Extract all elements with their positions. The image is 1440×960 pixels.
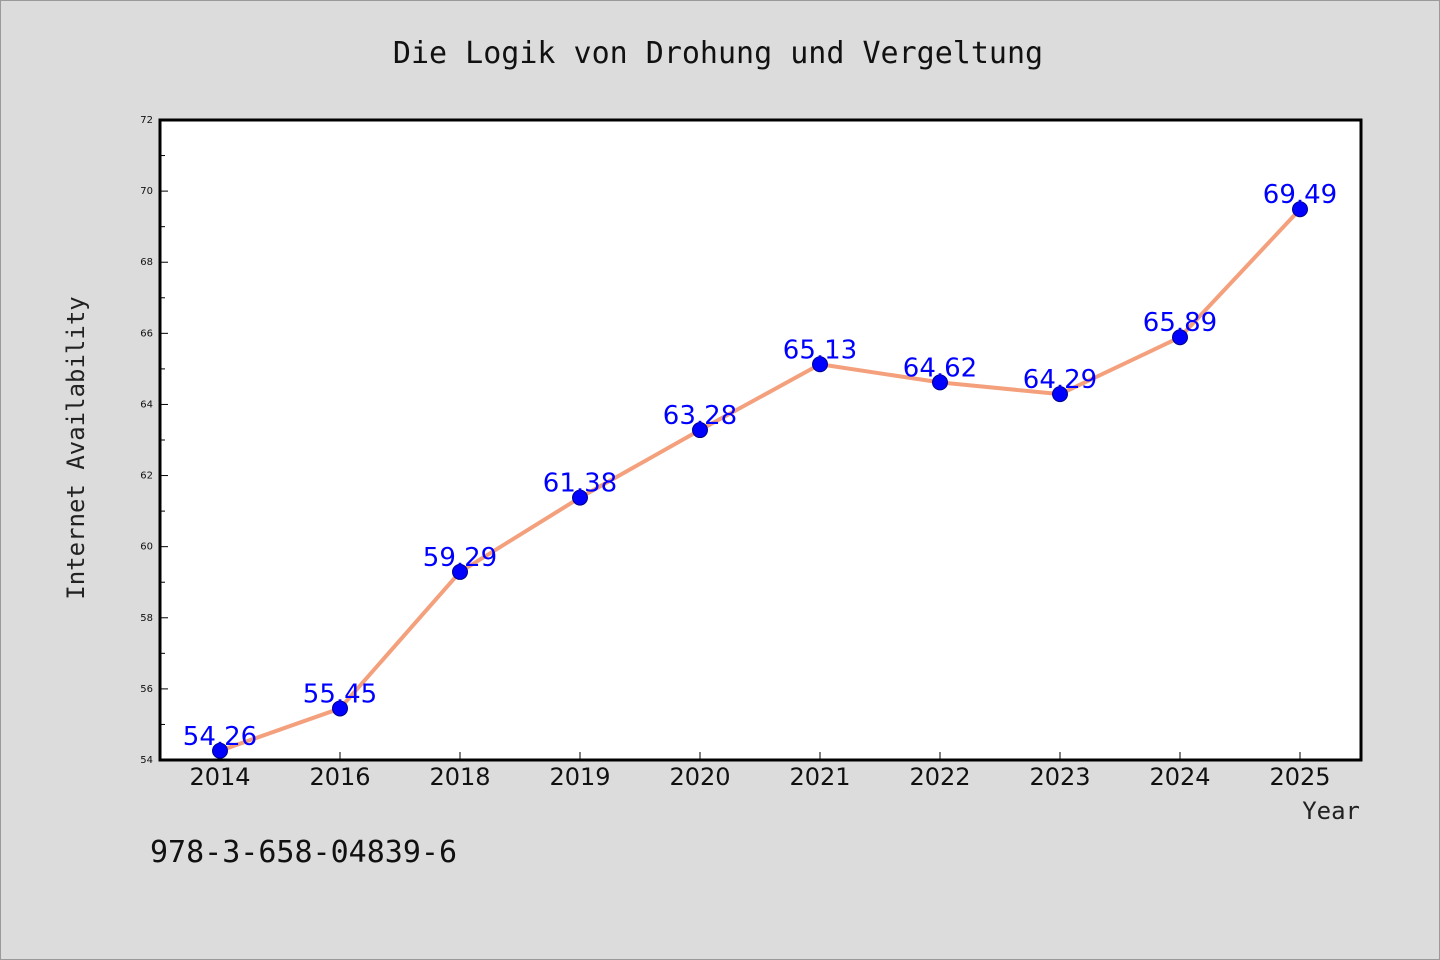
x-tick-label: 2014 xyxy=(189,763,250,791)
isbn-text: 978-3-658-04839-6 xyxy=(150,835,458,870)
x-tick-label: 2018 xyxy=(429,763,490,791)
plot-area xyxy=(158,118,1363,762)
data-label: 65.89 xyxy=(1143,308,1217,338)
y-axis-label: Internet Availability xyxy=(62,296,90,599)
x-tick-label: 2025 xyxy=(1269,763,1330,791)
data-point xyxy=(572,489,588,506)
data-point xyxy=(1292,201,1308,218)
data-point xyxy=(812,356,828,373)
data-label: 61.38 xyxy=(543,469,617,499)
data-point xyxy=(692,422,708,439)
chart-title: Die Logik von Drohung und Vergeltung xyxy=(393,36,1043,71)
x-tick-label: 2023 xyxy=(1029,763,1090,791)
data-series: 54.26 55.45 59.29 61.38 63.28 65.13 64.62 64.29… xyxy=(183,180,1337,759)
data-label: 64.62 xyxy=(903,353,977,383)
x-tick-label: 2016 xyxy=(309,763,370,791)
data-label: 63.28 xyxy=(663,401,737,431)
y-tick-label: 58 xyxy=(140,613,153,624)
x-tick-label: 2021 xyxy=(789,763,850,791)
data-point xyxy=(332,700,348,717)
y-tick-label: 54 xyxy=(140,755,153,766)
x-tick-label: 2019 xyxy=(549,763,610,791)
data-point xyxy=(1052,386,1068,403)
x-axis-label: Year xyxy=(1302,797,1360,825)
data-label: 64.29 xyxy=(1023,365,1097,395)
y-tick-label: 62 xyxy=(140,471,153,482)
data-point xyxy=(932,374,948,391)
y-tick-label: 70 xyxy=(140,186,153,197)
y-tick-label: 64 xyxy=(140,399,153,410)
y-tick-label: 72 xyxy=(140,115,153,126)
series-line xyxy=(218,207,1302,753)
x-axis: 2014 2016 2018 2019 2020 2021 2022 2023 2024 2025 xyxy=(189,752,1331,791)
y-tick-label: 66 xyxy=(140,328,153,339)
y-tick-label: 60 xyxy=(140,542,153,553)
x-tick-label: 2024 xyxy=(1149,763,1210,791)
data-label: 59.29 xyxy=(423,543,497,573)
data-point xyxy=(1172,329,1188,346)
x-tick-label: 2020 xyxy=(669,763,730,791)
data-label: 54.26 xyxy=(183,722,257,752)
data-point xyxy=(212,742,228,759)
data-label: 65.13 xyxy=(783,335,857,365)
y-axis: 54 56 58 60 62 64 66 68 70 72 xyxy=(140,115,168,766)
y-tick-label: 68 xyxy=(140,257,153,268)
y-tick-label: 56 xyxy=(140,684,153,695)
x-tick-label: 2022 xyxy=(909,763,970,791)
data-label: 69.49 xyxy=(1263,180,1337,210)
data-point xyxy=(452,563,468,580)
data-label: 55.45 xyxy=(303,679,377,709)
